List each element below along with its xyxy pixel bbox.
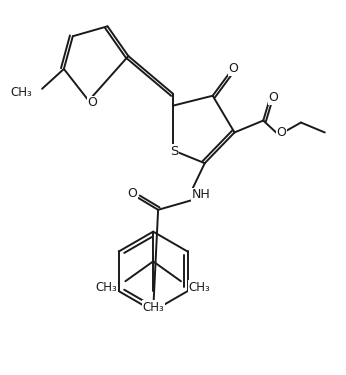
- Text: CH₃: CH₃: [96, 281, 117, 294]
- Text: O: O: [268, 91, 278, 104]
- Text: CH₃: CH₃: [189, 281, 211, 294]
- Text: CH₃: CH₃: [10, 86, 32, 99]
- Text: NH: NH: [191, 189, 210, 201]
- Text: CH₃: CH₃: [142, 301, 164, 314]
- Text: S: S: [170, 145, 178, 158]
- Text: O: O: [127, 188, 137, 201]
- Text: O: O: [88, 96, 98, 109]
- Text: O: O: [276, 126, 286, 139]
- Text: O: O: [229, 63, 238, 75]
